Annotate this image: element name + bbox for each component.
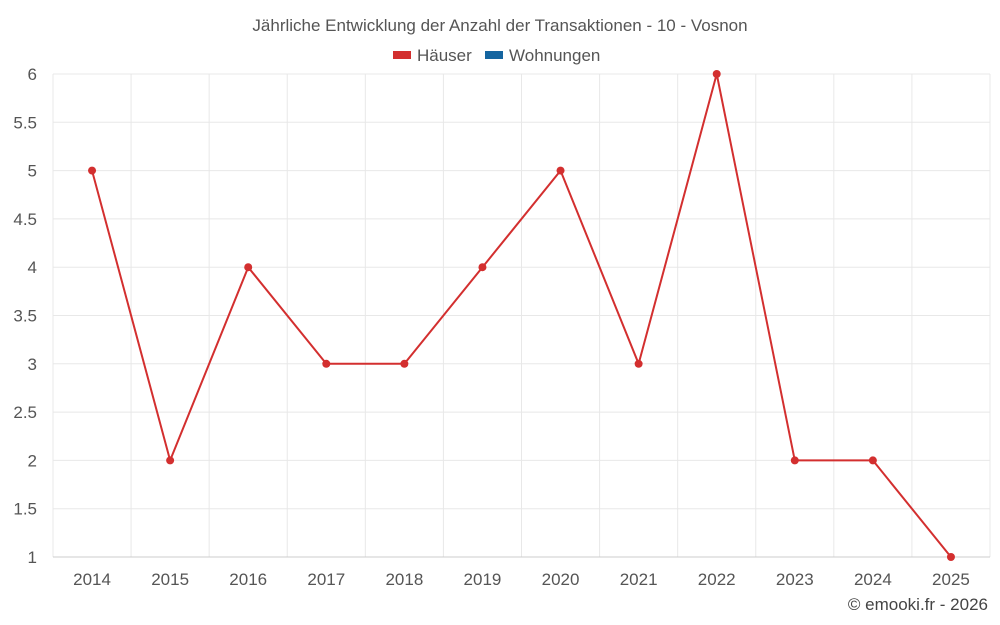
y-tick-label: 3.5 <box>13 307 37 326</box>
data-point[interactable] <box>634 359 643 368</box>
y-tick-label: 5 <box>28 162 37 181</box>
y-axis-ticks: 1 1.5 2 2.5 3 3.5 4 4.5 5 5.5 6 <box>13 65 37 567</box>
data-point[interactable] <box>166 456 175 465</box>
data-point[interactable] <box>88 166 97 175</box>
series-layer <box>88 70 955 561</box>
x-tick-label: 2016 <box>229 570 267 589</box>
data-point[interactable] <box>400 359 409 368</box>
y-tick-label: 1 <box>28 548 37 567</box>
y-tick-label: 4 <box>28 258 37 277</box>
x-tick-label: 2018 <box>385 570 423 589</box>
y-tick-label: 5.5 <box>13 113 37 132</box>
y-tick-label: 6 <box>28 65 37 84</box>
x-tick-label: 2023 <box>776 570 814 589</box>
x-tick-label: 2017 <box>307 570 345 589</box>
x-axis-ticks: 2014 2015 2016 2017 2018 2019 2020 2021 2022 2023… <box>73 570 970 589</box>
x-tick-label: 2015 <box>151 570 189 589</box>
legend-label-haeuser[interactable]: Häuser <box>417 46 472 65</box>
data-point[interactable] <box>790 456 799 465</box>
credit-text: © emooki.fr - 2026 <box>848 595 988 614</box>
data-point[interactable] <box>946 553 955 561</box>
x-tick-label: 2014 <box>73 570 111 589</box>
legend-label-wohnungen[interactable]: Wohnungen <box>509 46 600 65</box>
data-point[interactable] <box>556 166 565 175</box>
legend-swatch-wohnungen <box>485 51 503 59</box>
x-tick-label: 2019 <box>464 570 502 589</box>
y-tick-label: 3 <box>28 355 37 374</box>
legend-swatch-haeuser <box>393 51 411 59</box>
y-tick-label: 4.5 <box>13 210 37 229</box>
y-tick-label: 1.5 <box>13 500 37 519</box>
x-tick-label: 2022 <box>698 570 736 589</box>
series-line-0 <box>91 73 952 558</box>
x-tick-label: 2020 <box>542 570 580 589</box>
data-point[interactable] <box>712 70 721 78</box>
x-tick-label: 2025 <box>932 570 970 589</box>
y-tick-label: 2.5 <box>13 403 37 422</box>
x-tick-label: 2021 <box>620 570 658 589</box>
data-point[interactable] <box>244 263 253 272</box>
chart-title: Jährliche Entwicklung der Anzahl der Tra… <box>252 16 747 35</box>
data-point[interactable] <box>868 456 877 465</box>
x-tick-label: 2024 <box>854 570 892 589</box>
legend: Häuser Wohnungen <box>393 46 600 65</box>
data-point[interactable] <box>478 263 487 272</box>
data-point[interactable] <box>322 359 331 368</box>
y-tick-label: 2 <box>28 451 37 470</box>
